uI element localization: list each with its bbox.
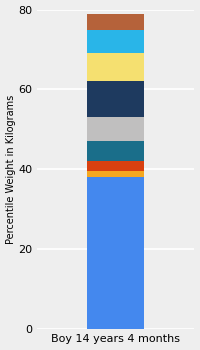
Bar	[87, 141, 144, 161]
Y-axis label: Percentile Weight in Kilograms: Percentile Weight in Kilograms	[6, 94, 16, 244]
Bar	[87, 14, 144, 29]
Bar	[87, 54, 144, 82]
Bar	[87, 161, 144, 171]
Bar	[87, 177, 144, 329]
Bar	[87, 29, 144, 54]
Bar	[87, 82, 144, 117]
Bar	[87, 171, 144, 177]
Bar	[87, 117, 144, 141]
